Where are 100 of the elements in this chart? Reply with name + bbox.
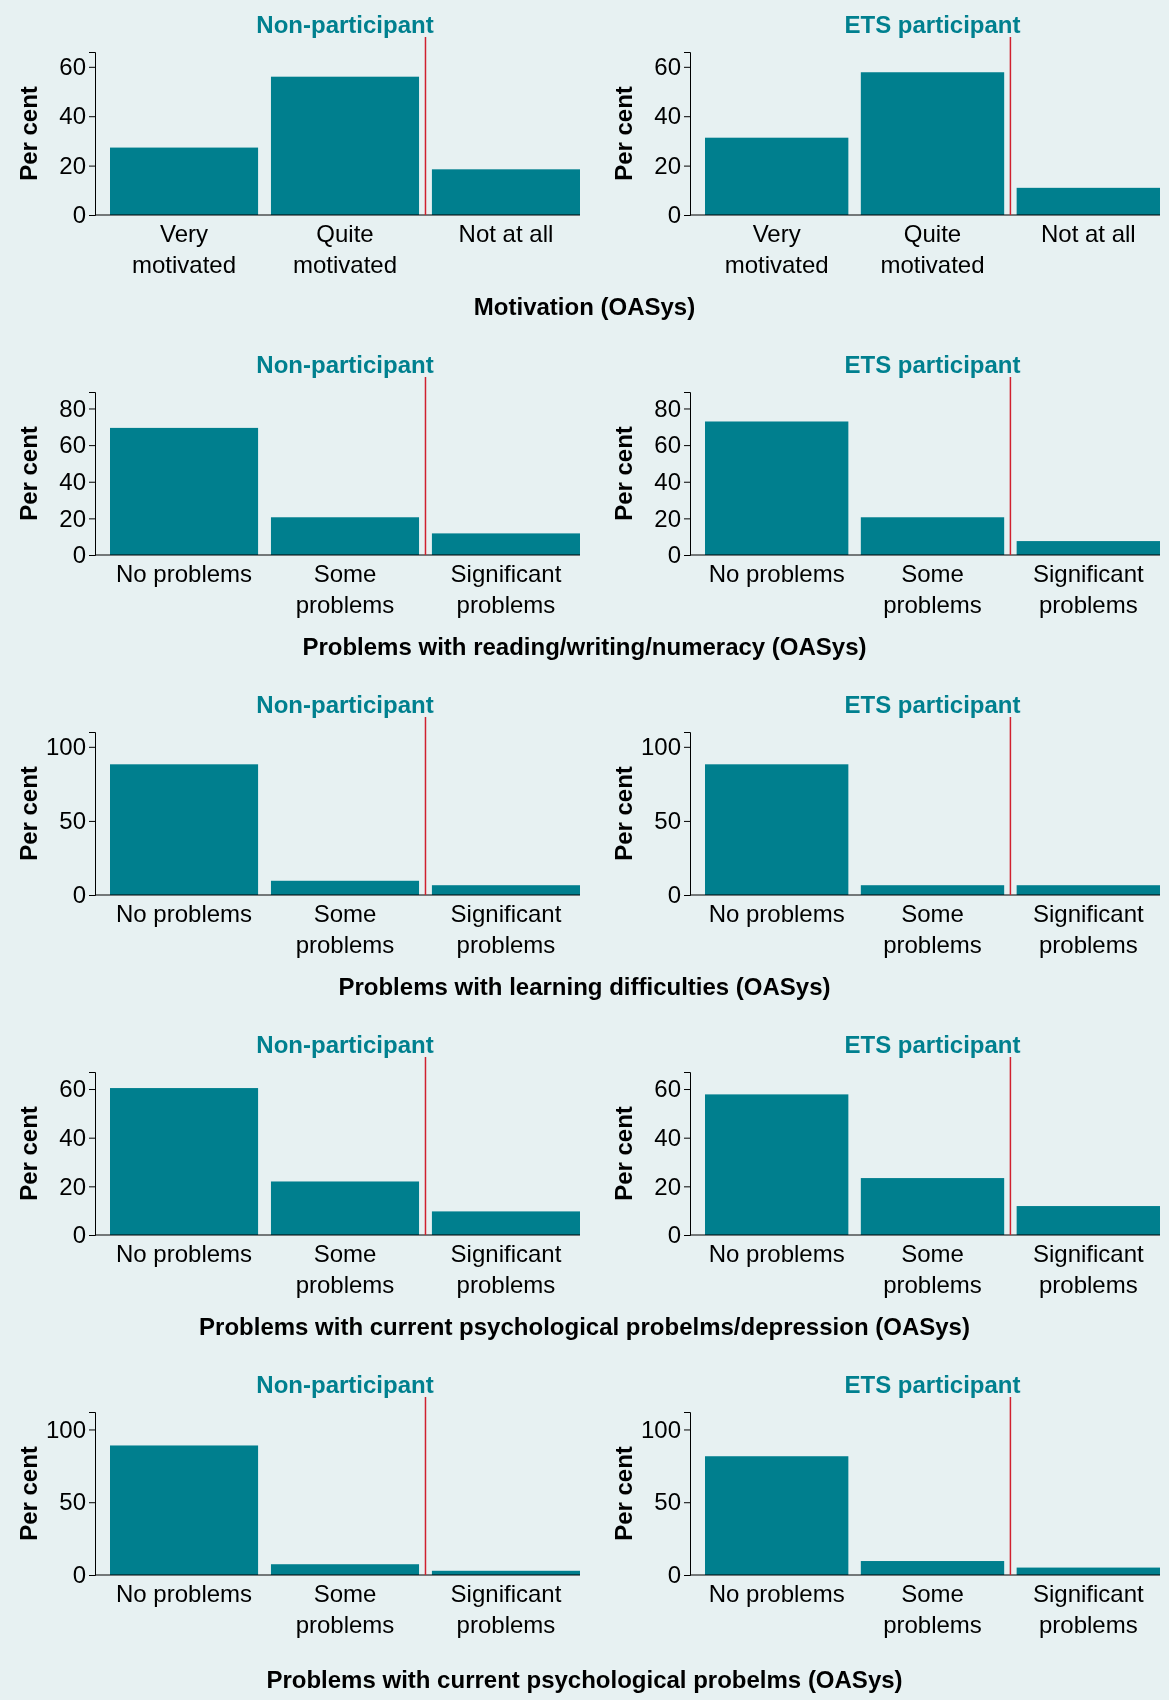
y-tick-label: 60 xyxy=(654,431,681,459)
y-axis-title: Per cent xyxy=(15,766,42,861)
bar xyxy=(431,885,580,895)
x-tick-label: Significant problems xyxy=(1032,900,1145,959)
y-tick-label: 20 xyxy=(654,504,681,532)
y-tick-label: 20 xyxy=(654,151,681,179)
x-tick-label: Very motivated xyxy=(724,220,829,279)
chart-title: Non-participant xyxy=(256,1031,434,1058)
bar xyxy=(110,147,259,215)
y-tick-label: 60 xyxy=(59,431,86,459)
bar xyxy=(705,421,849,555)
y-tick-label: 0 xyxy=(72,201,86,229)
x-tick-label: Some problems xyxy=(883,560,982,619)
x-tick-label: Some problems xyxy=(295,1580,395,1639)
y-tick-label: 40 xyxy=(654,102,681,130)
y-tick-label: 60 xyxy=(59,53,86,80)
y-tick-label: 50 xyxy=(59,807,86,835)
x-tick-label: No problems xyxy=(708,900,845,928)
y-tick-label: 40 xyxy=(654,1123,681,1151)
x-tick-label: Significant problems xyxy=(450,900,562,959)
y-tick-label: 0 xyxy=(667,541,681,569)
x-tick-label: No problems xyxy=(708,560,845,588)
x-axis-title: Problems with learning difficulties (OASys) xyxy=(338,973,831,1000)
x-tick-label: No problems xyxy=(116,900,253,928)
x-tick-label: No problems xyxy=(116,1580,253,1608)
x-axis-title: Problems with current psychological probelms/depression (OASys) xyxy=(199,1313,970,1340)
y-axis-title: Per cent xyxy=(15,1446,42,1541)
x-tick-label: Some problems xyxy=(295,560,395,619)
bar xyxy=(270,1564,420,1575)
x-tick-label: No problems xyxy=(708,1580,845,1608)
x-tick-label: Significant problems xyxy=(450,1580,562,1639)
bar xyxy=(1016,187,1160,215)
y-tick-label: 100 xyxy=(45,733,86,760)
y-tick-label: 0 xyxy=(72,541,86,569)
x-tick-label: Very motivated xyxy=(132,220,237,279)
bar xyxy=(1016,1206,1160,1235)
x-tick-label: Significant problems xyxy=(1032,560,1145,619)
chart-title: Non-participant xyxy=(256,351,434,378)
chart-title: Non-participant xyxy=(256,1371,434,1398)
y-axis-title: Per cent xyxy=(610,426,637,521)
bar xyxy=(270,1181,420,1235)
x-tick-label: No problems xyxy=(116,560,253,588)
y-axis-title: Per cent xyxy=(610,766,637,861)
y-tick-label: 20 xyxy=(59,504,86,532)
y-axis-title: Per cent xyxy=(610,86,637,181)
chart-title: ETS participant xyxy=(844,1031,1021,1058)
x-tick-label: Some problems xyxy=(883,1580,982,1639)
y-tick-label: 40 xyxy=(59,1123,86,1151)
y-tick-label: 40 xyxy=(59,467,86,495)
x-tick-label: Significant problems xyxy=(450,560,562,619)
x-tick-label: Significant problems xyxy=(450,1240,562,1299)
chart-title: ETS participant xyxy=(844,1371,1021,1398)
bar xyxy=(110,427,259,555)
x-tick-label: Some problems xyxy=(295,900,395,959)
y-tick-label: 0 xyxy=(667,881,681,909)
x-axis-title: Motivation (OASys) xyxy=(473,293,696,320)
x-tick-label: Some problems xyxy=(883,900,982,959)
x-axis-title: Problems with current psychological probelms (OASys) xyxy=(266,1666,903,1693)
chart-title: Non-participant xyxy=(256,11,434,38)
bar xyxy=(431,533,580,555)
bar xyxy=(860,72,1005,215)
bar xyxy=(270,880,420,895)
y-axis-title: Per cent xyxy=(610,1106,637,1201)
y-tick-label: 50 xyxy=(654,1488,681,1516)
bar xyxy=(705,1094,849,1235)
y-axis-title: Per cent xyxy=(15,1106,42,1201)
y-tick-label: 20 xyxy=(654,1172,681,1200)
y-tick-label: 60 xyxy=(654,1075,681,1103)
bar xyxy=(1016,541,1160,555)
y-tick-label: 0 xyxy=(667,1561,681,1589)
y-tick-label: 0 xyxy=(72,1221,86,1249)
x-tick-label: Quite motivated xyxy=(292,220,398,279)
x-tick-label: Some problems xyxy=(883,1240,982,1299)
x-tick-label: Quite motivated xyxy=(880,220,985,279)
chart-title: ETS participant xyxy=(844,691,1021,718)
chart-title: ETS participant xyxy=(844,11,1021,38)
bar xyxy=(270,517,420,555)
x-tick-label: Significant problems xyxy=(1032,1580,1145,1639)
chart-title: ETS participant xyxy=(844,351,1021,378)
y-tick-label: 80 xyxy=(59,394,86,422)
bar xyxy=(860,1178,1005,1235)
bar xyxy=(110,1445,259,1575)
y-tick-label: 40 xyxy=(654,467,681,495)
y-tick-label: 50 xyxy=(59,1488,86,1516)
x-tick-label: Not at all xyxy=(1040,220,1136,248)
y-tick-label: 0 xyxy=(72,881,86,909)
bar xyxy=(860,517,1005,555)
x-tick-label: Not at all xyxy=(458,220,554,248)
x-tick-label: Significant problems xyxy=(1032,1240,1145,1299)
y-tick-label: 50 xyxy=(654,807,681,835)
y-tick-label: 60 xyxy=(59,1075,86,1103)
bar xyxy=(705,1456,849,1575)
x-tick-label: No problems xyxy=(708,1240,845,1268)
x-tick-label: No problems xyxy=(116,1240,253,1268)
y-axis-title: Per cent xyxy=(15,426,42,521)
y-tick-label: 0 xyxy=(667,1221,681,1249)
y-tick-label: 40 xyxy=(59,102,86,130)
bar xyxy=(110,764,259,895)
chart-title: Non-participant xyxy=(256,691,434,718)
y-tick-label: 60 xyxy=(654,53,681,80)
